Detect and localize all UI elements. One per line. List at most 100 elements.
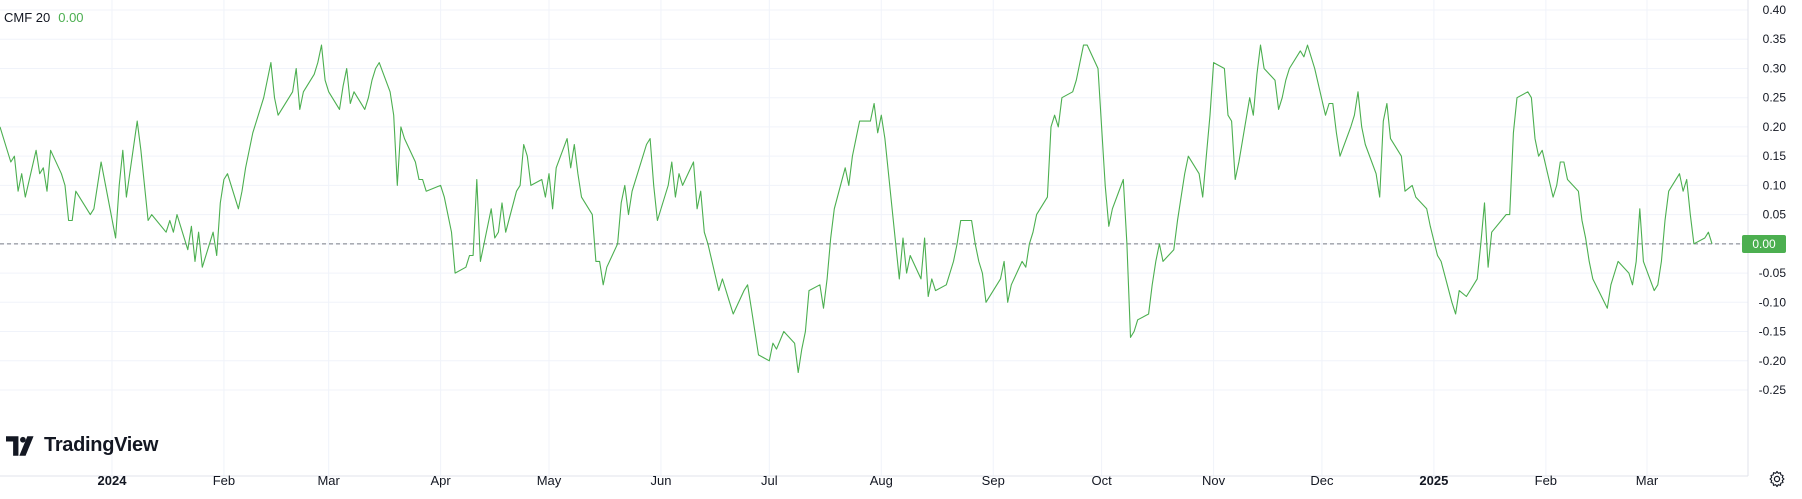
cmf-point	[378, 61, 380, 63]
cmf-point	[1556, 184, 1558, 186]
cmf-point	[1176, 219, 1178, 221]
cmf-point	[1122, 178, 1124, 180]
cmf-point	[1162, 260, 1164, 262]
indicator-legend[interactable]: CMF 20 0.00	[4, 10, 84, 25]
cmf-point	[952, 260, 954, 262]
cmf-point	[728, 301, 730, 303]
cmf-point	[270, 61, 272, 63]
cmf-point	[89, 213, 91, 215]
cmf-point	[1100, 126, 1102, 128]
last-value-badge: 0.00	[1742, 234, 1786, 253]
cmf-point	[1357, 91, 1359, 93]
cmf-point	[1205, 155, 1207, 157]
cmf-point	[620, 202, 622, 204]
cmf-point	[1386, 102, 1388, 104]
cmf-point	[1230, 120, 1232, 122]
cmf-point	[75, 190, 77, 192]
cmf-point	[302, 91, 304, 93]
cmf-point	[1552, 196, 1554, 198]
cmf-point	[140, 149, 142, 151]
cmf-point	[317, 61, 319, 63]
cmf-point	[396, 184, 398, 186]
cmf-point	[905, 272, 907, 274]
cmf-point	[822, 307, 824, 309]
cmf-point	[39, 173, 41, 175]
cmf-point	[667, 184, 669, 186]
y-tick-label: 0.15	[1763, 149, 1787, 163]
cmf-point	[1678, 173, 1680, 175]
cmf-point	[1079, 61, 1081, 63]
cmf-point	[447, 213, 449, 215]
cmf-point	[1274, 79, 1276, 81]
x-tick-label: Feb	[213, 473, 235, 488]
cmf-point	[291, 91, 293, 93]
cmf-point	[555, 167, 557, 169]
cmf-point	[573, 143, 575, 145]
cmf-point	[548, 173, 550, 175]
cmf-point	[479, 260, 481, 262]
cmf-point	[0, 126, 1, 128]
x-tick-label: Sep	[982, 473, 1005, 488]
cmf-point	[346, 67, 348, 69]
cmf-point	[1689, 213, 1691, 215]
cmf-point	[1104, 184, 1106, 186]
cmf-point	[24, 196, 26, 198]
gear-icon-glyph	[1769, 470, 1785, 488]
cmf-point	[501, 202, 503, 204]
cmf-point	[176, 213, 178, 215]
cmf-point	[902, 237, 904, 239]
cmf-point	[313, 73, 315, 75]
cmf-point	[577, 173, 579, 175]
cmf-point	[681, 184, 683, 186]
cmf-point	[830, 237, 832, 239]
cmf-point	[1234, 178, 1236, 180]
cmf-series-line[interactable]	[0, 44, 1713, 374]
cmf-point	[1007, 301, 1009, 303]
cmf-point	[804, 330, 806, 332]
cmf-point	[1617, 260, 1619, 262]
cmf-point	[1158, 243, 1160, 245]
cmf-point	[1353, 114, 1355, 116]
cmf-point	[1660, 260, 1662, 262]
cmf-point	[566, 137, 568, 139]
cmf-point	[1238, 161, 1240, 163]
cmf-point	[1035, 213, 1037, 215]
cmf-point	[1509, 213, 1511, 215]
cmf-point	[768, 360, 770, 362]
y-tick-label: 0.35	[1763, 32, 1787, 46]
cmf-point	[219, 202, 221, 204]
cmf-point	[1534, 137, 1536, 139]
tradingview-logo[interactable]: TradingView	[6, 434, 158, 457]
cmf-point	[858, 120, 860, 122]
cmf-point	[526, 155, 528, 157]
cmf-point	[1516, 97, 1518, 99]
cmf-point	[819, 284, 821, 286]
cmf-point	[1487, 266, 1489, 268]
gear-icon[interactable]	[1768, 470, 1786, 488]
cmf-point	[212, 231, 214, 233]
x-tick-label: Oct	[1091, 473, 1112, 488]
cmf-point	[1512, 132, 1514, 134]
cmf-point	[172, 231, 174, 233]
cmf-point	[985, 301, 987, 303]
y-tick-label: -0.15	[1759, 325, 1787, 339]
cmf-point	[750, 307, 752, 309]
cmf-point	[793, 342, 795, 344]
cmf-point	[1483, 202, 1485, 204]
cmf-point	[118, 184, 120, 186]
cmf-point	[627, 213, 629, 215]
cmf-point	[1299, 50, 1301, 52]
cmf-point	[570, 167, 572, 169]
cmf-point	[1404, 190, 1406, 192]
cmf-point	[1223, 67, 1225, 69]
cmf-point	[1657, 284, 1659, 286]
cmf-point	[13, 155, 15, 157]
x-tick-label: 2024	[98, 473, 128, 488]
cmf-point	[1668, 190, 1670, 192]
cmf-point	[598, 260, 600, 262]
cmf-point	[757, 354, 759, 356]
cmf-point	[1249, 97, 1251, 99]
cmf-point	[624, 184, 626, 186]
